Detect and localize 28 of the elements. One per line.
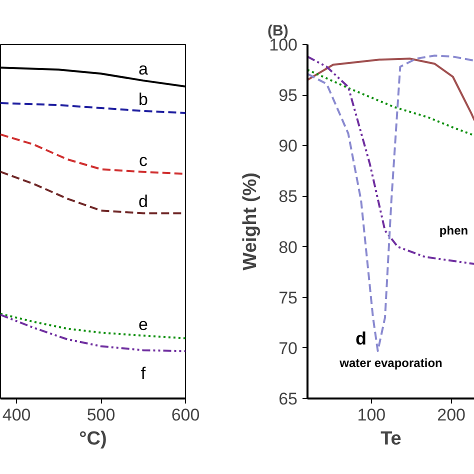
annotation: water evaporation — [338, 356, 442, 370]
series-label: f — [140, 364, 146, 383]
y-tick-label: 90 — [278, 136, 298, 156]
y-tick-label: 75 — [278, 288, 298, 308]
line-series — [308, 68, 474, 137]
series-label: a — [138, 59, 149, 78]
y-tick-label: 65 — [278, 390, 298, 408]
y-tick-label: 95 — [278, 86, 298, 106]
series-label: e — [138, 315, 148, 334]
y-axis-title: Weight (%) — [240, 172, 262, 270]
annotation: d — [355, 328, 366, 348]
series-label: d — [138, 192, 148, 212]
x-tick-label: 600 — [171, 406, 200, 424]
series-label: c — [139, 150, 148, 170]
y-tick-label: 70 — [278, 338, 298, 358]
x-axis-title: Te — [380, 428, 402, 450]
x-tick-label: 100 — [357, 406, 386, 424]
x-tick-label: 400 — [2, 406, 31, 424]
annotation: phen — [439, 223, 468, 238]
line-series — [308, 54, 474, 352]
x-tick-label: 500 — [86, 406, 116, 424]
x-axis-title: °C) — [79, 428, 107, 450]
x-tick-label: 200 — [437, 406, 466, 424]
series-label: b — [138, 90, 148, 109]
line-series — [308, 58, 474, 122]
line-series — [308, 56, 474, 265]
y-tick-label: 85 — [278, 187, 298, 206]
y-tick-label: 80 — [278, 238, 298, 257]
